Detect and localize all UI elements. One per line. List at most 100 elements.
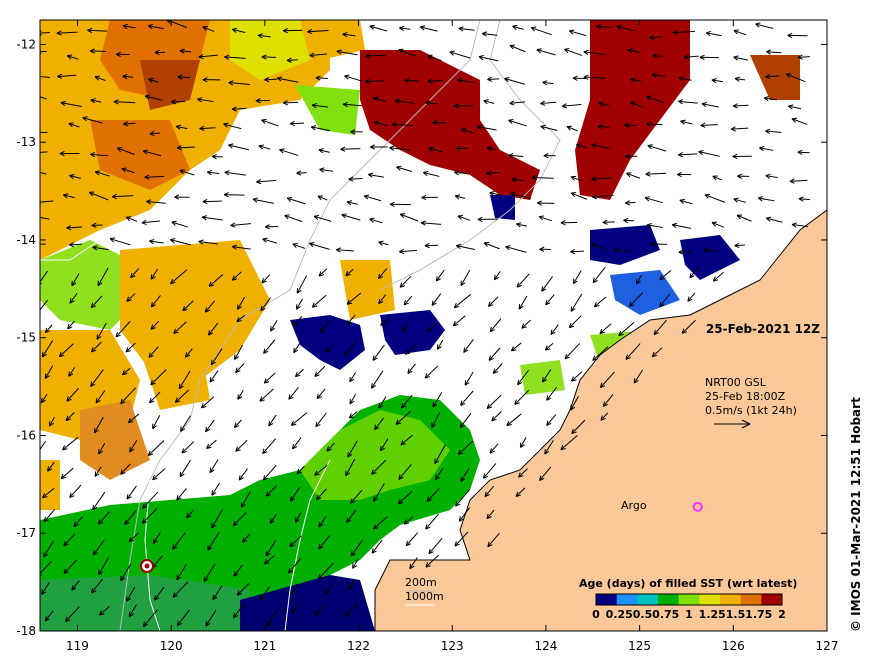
current-vector (596, 25, 611, 28)
current-vector-head (365, 53, 371, 59)
current-vector (506, 413, 522, 427)
current-vector (591, 144, 610, 149)
current-vector-head (398, 48, 404, 54)
current-vector (177, 146, 195, 149)
current-vector-head (420, 220, 426, 226)
current-vectors (40, 20, 810, 627)
current-vector (369, 25, 388, 32)
current-vector-head (539, 246, 545, 252)
current-vector-head (98, 610, 105, 616)
current-vector (630, 101, 643, 108)
current-vector (270, 320, 278, 332)
current-vector (126, 586, 136, 602)
current-vector-head (652, 53, 658, 59)
current-vector (568, 315, 582, 329)
current-vector (633, 369, 644, 384)
current-vector-head (646, 95, 652, 101)
current-vector (208, 274, 224, 287)
current-vector (117, 147, 135, 155)
current-vector-head (287, 568, 294, 574)
current-vector-head (363, 194, 370, 200)
current-vector (65, 606, 80, 623)
current-vector (91, 578, 103, 594)
current-vector (371, 539, 383, 554)
current-vector (173, 321, 187, 334)
current-vector-head (42, 493, 48, 499)
current-vector-head (130, 272, 136, 279)
current-vector (700, 124, 718, 127)
current-vector (152, 532, 161, 544)
date-label: 25-Feb-2021 12Z (706, 322, 820, 336)
current-vector (311, 104, 329, 108)
current-vector (90, 369, 104, 387)
current-vector-head (539, 475, 545, 481)
legend-swatch (658, 594, 680, 605)
current-vector (483, 100, 495, 105)
current-vector (292, 316, 303, 327)
current-vector (283, 101, 299, 104)
current-vector (309, 53, 327, 57)
current-vector-head (568, 29, 575, 35)
current-vector (223, 123, 242, 130)
current-vector (435, 467, 444, 480)
current-vector-head (65, 415, 71, 422)
current-vector (449, 51, 471, 59)
current-vector-head (487, 541, 493, 548)
current-vector-head (570, 405, 576, 411)
current-vector (343, 103, 362, 107)
current-vector-head (543, 153, 549, 159)
current-vector-head (407, 368, 413, 374)
current-vector-head (345, 271, 351, 277)
current-vector (233, 564, 244, 577)
isobath-1000m-nw (40, 239, 101, 261)
current-vector (295, 368, 304, 378)
current-vector (492, 363, 503, 374)
current-vector-head (261, 277, 267, 284)
current-vector (378, 268, 388, 280)
current-vector (144, 175, 165, 178)
current-vector (90, 295, 103, 308)
current-vector (733, 56, 749, 61)
current-vector-head (659, 301, 665, 308)
current-vector (295, 512, 302, 523)
current-vector (791, 118, 808, 125)
current-vector-head (425, 524, 431, 530)
current-vector (261, 119, 279, 127)
current-vector (427, 80, 443, 82)
current-vector-head (511, 177, 517, 183)
current-vector (286, 59, 298, 61)
current-vector (68, 367, 76, 377)
current-vector (172, 532, 186, 550)
current-vector-head (570, 248, 576, 255)
current-vector (171, 100, 186, 103)
current-vector (40, 50, 47, 53)
current-vector (207, 171, 220, 175)
current-vector-head (126, 596, 132, 602)
current-vector-head (403, 299, 409, 306)
current-vector (236, 314, 246, 323)
current-vector (649, 36, 664, 39)
current-vector (122, 367, 131, 376)
current-vector-head (87, 27, 93, 34)
current-vector-head (144, 174, 150, 180)
current-vector-head (424, 373, 431, 379)
patch-navy-e1 (590, 225, 660, 265)
current-vector-head (231, 275, 238, 281)
current-vector (758, 197, 775, 202)
current-vector-head (40, 574, 42, 576)
legend-swatch (637, 594, 659, 605)
current-vector (336, 249, 354, 252)
current-vector (40, 299, 48, 311)
current-vector-head (492, 368, 499, 374)
current-vector (566, 126, 578, 132)
current-vector (646, 96, 665, 104)
current-vector-head (67, 323, 73, 330)
current-vector (511, 342, 522, 352)
current-vector (623, 219, 635, 222)
current-vector-head (41, 589, 47, 595)
current-vector-head (172, 544, 178, 550)
current-vector-head (177, 74, 183, 80)
patch-darkred-nc (360, 50, 540, 200)
current-vector-head (290, 420, 297, 426)
current-vector-head (399, 282, 406, 288)
